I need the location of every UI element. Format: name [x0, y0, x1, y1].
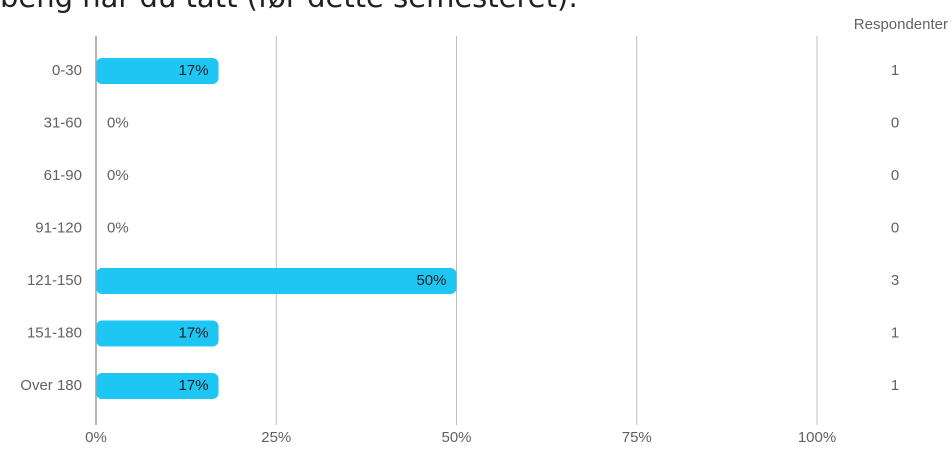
respondent-count: 1: [891, 377, 899, 394]
category-label: 91-120: [35, 219, 82, 236]
category-label: 121-150: [27, 272, 82, 289]
data-label: 0%: [107, 219, 129, 236]
respondent-count: 1: [891, 62, 899, 79]
respondent-count: 0: [891, 114, 899, 131]
data-label: 0%: [107, 114, 129, 131]
bar-151-180: [96, 320, 219, 347]
data-label: 17%: [179, 377, 209, 394]
category-label: 151-180: [27, 324, 82, 341]
category-label: Over 180: [20, 377, 82, 394]
chart-title: beng har du tatt (før dette semesteret):: [0, 0, 578, 14]
x-tick-label: 50%: [441, 429, 471, 446]
respondents-header: Respondenter: [853, 16, 948, 33]
bar-121-150: [96, 268, 457, 294]
data-label: 17%: [179, 324, 209, 341]
category-label: 0-30: [52, 62, 82, 79]
bar-Over 180: [96, 373, 219, 399]
x-tick-label: 0%: [85, 429, 107, 446]
category-label: 61-90: [44, 167, 82, 184]
category-label: 31-60: [44, 114, 82, 131]
respondent-count: 3: [891, 272, 899, 289]
respondent-count: 1: [891, 324, 899, 341]
x-tick-label: 100%: [798, 429, 836, 446]
data-label: 0%: [107, 167, 129, 184]
data-label: 50%: [416, 272, 446, 289]
bar-0-30: [96, 58, 219, 84]
data-label: 17%: [179, 62, 209, 79]
respondent-count: 0: [891, 167, 899, 184]
x-tick-label: 25%: [261, 429, 291, 446]
respondent-count: 0: [891, 219, 899, 236]
x-tick-label: 75%: [622, 429, 652, 446]
